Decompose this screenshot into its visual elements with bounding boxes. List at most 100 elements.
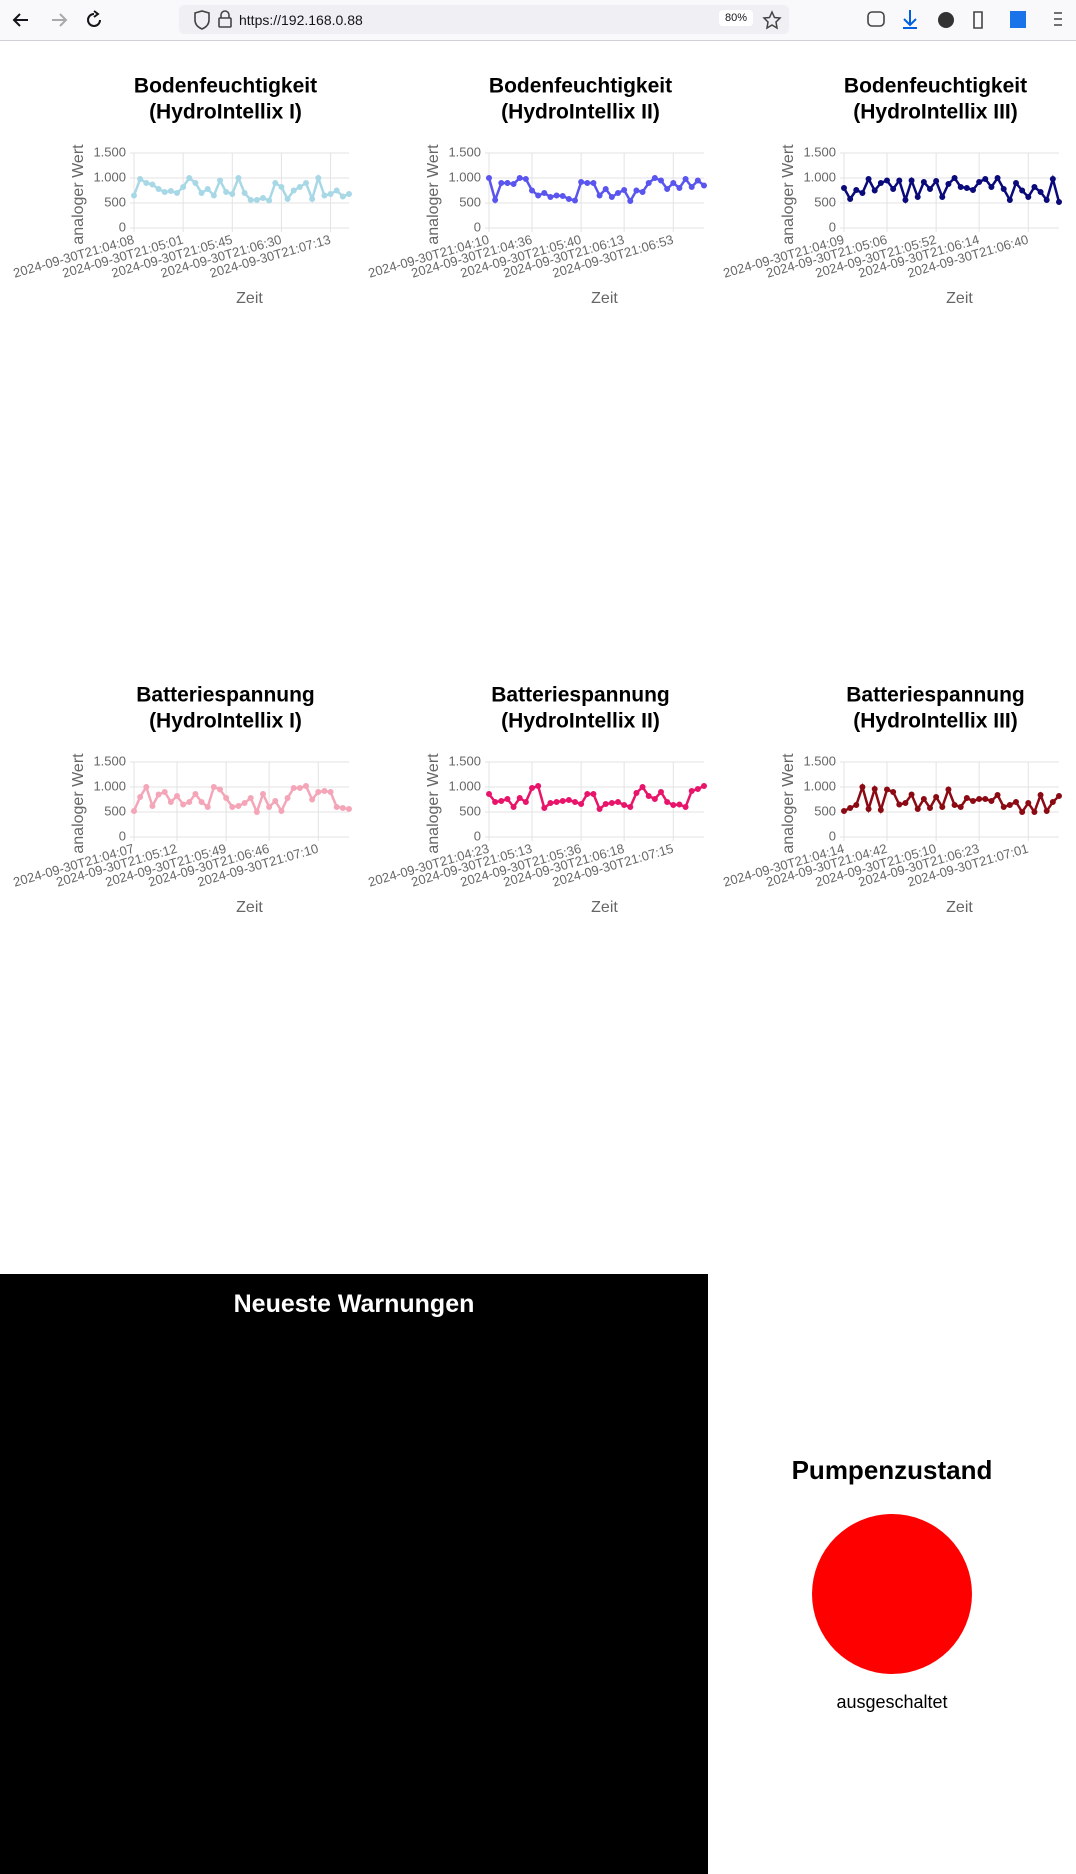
data-point <box>180 801 187 808</box>
data-point <box>841 808 847 814</box>
y-tick-label: 1.000 <box>448 169 481 184</box>
chart-title: Bodenfeuchtigkeit <box>489 75 672 98</box>
data-point <box>688 184 695 190</box>
data-point <box>1043 197 1050 203</box>
data-point <box>651 175 658 181</box>
data-point <box>645 793 652 799</box>
data-point <box>559 193 566 199</box>
y-tick-label: 1.000 <box>448 778 481 793</box>
menu-button[interactable] <box>1054 12 1062 26</box>
data-point <box>535 192 542 199</box>
data-point <box>174 793 180 799</box>
extensions-button[interactable] <box>973 11 983 29</box>
data-point <box>914 194 921 200</box>
reload-button[interactable] <box>87 10 101 27</box>
data-point <box>155 186 162 192</box>
data-point <box>951 175 958 181</box>
y-tick-label: 1.500 <box>803 753 836 768</box>
data-point <box>161 789 168 795</box>
data-point <box>627 804 634 810</box>
data-point <box>315 175 322 181</box>
data-point <box>957 184 964 190</box>
data-point <box>149 181 156 188</box>
data-point <box>290 785 297 791</box>
data-point <box>572 799 578 805</box>
y-axis-label: analoger Wert <box>780 753 797 854</box>
data-point <box>1006 802 1013 808</box>
data-point <box>247 795 254 801</box>
data-point <box>933 178 940 184</box>
data-point <box>223 795 230 801</box>
data-point <box>296 184 303 190</box>
data-point <box>1006 197 1013 203</box>
data-point <box>884 786 890 793</box>
back-button[interactable] <box>12 13 28 27</box>
data-point <box>167 799 174 805</box>
data-point <box>131 192 137 199</box>
data-point <box>902 800 909 806</box>
data-point <box>988 798 995 804</box>
data-point <box>633 187 640 194</box>
pump-title: Pumpenzustand <box>791 1455 993 1485</box>
browser-toolbar: https://192.168.0.88 80% <box>0 0 1076 41</box>
data-point <box>688 788 695 794</box>
data-point <box>902 197 909 203</box>
data-point <box>701 182 707 189</box>
url-bar[interactable]: https://192.168.0.88 80% <box>179 5 789 34</box>
x-axis-label: Zeit <box>946 290 973 307</box>
data-point <box>871 187 878 194</box>
nav-icons <box>12 10 101 27</box>
data-point <box>957 804 964 810</box>
data-point <box>853 802 860 808</box>
downloads-button[interactable] <box>903 10 917 29</box>
data-point <box>333 187 340 194</box>
data-point <box>266 197 273 204</box>
data-point <box>877 807 884 813</box>
y-axis-label: analoger Wert <box>425 753 442 854</box>
extension-button[interactable] <box>938 12 954 28</box>
data-point <box>694 177 701 184</box>
pocket-button[interactable] <box>867 11 885 27</box>
data-point <box>327 191 334 197</box>
data-point <box>535 783 542 789</box>
data-point <box>217 177 223 184</box>
data-point <box>945 786 952 793</box>
data-point <box>1000 804 1007 810</box>
data-point <box>1013 180 1019 186</box>
data-point <box>260 791 266 797</box>
data-point <box>1025 194 1032 200</box>
data-point <box>296 785 303 791</box>
chart-title: (HydroIntellix II) <box>501 710 660 733</box>
chart-title: (HydroIntellix III) <box>853 710 1018 733</box>
data-point <box>504 180 511 186</box>
data-point <box>339 805 346 811</box>
data-point <box>908 791 915 798</box>
chart-title: Bodenfeuchtigkeit <box>134 75 317 98</box>
calendar-button[interactable] <box>1010 11 1026 28</box>
data-point <box>951 802 958 808</box>
chart-title: (HydroIntellix I) <box>149 101 302 124</box>
data-point <box>346 806 352 812</box>
data-point <box>994 792 1001 798</box>
data-point <box>590 180 597 186</box>
y-tick-label: 500 <box>459 194 481 209</box>
y-tick-label: 0 <box>474 219 481 234</box>
data-point <box>963 795 970 801</box>
data-point <box>486 175 492 181</box>
data-point <box>841 185 847 191</box>
data-point <box>596 806 603 812</box>
y-tick-label: 0 <box>829 828 836 843</box>
data-point <box>963 185 970 191</box>
forward-button[interactable] <box>52 13 68 27</box>
data-point <box>321 788 328 794</box>
data-point <box>260 195 266 201</box>
data-point <box>621 187 628 193</box>
data-point <box>682 804 689 810</box>
security-icons <box>194 10 232 30</box>
y-tick-label: 0 <box>119 828 126 843</box>
data-point <box>559 798 566 804</box>
data-point <box>584 180 591 186</box>
zoom-badge[interactable]: 80% <box>719 10 754 26</box>
bookmark-star[interactable] <box>762 10 782 30</box>
data-point <box>1037 792 1044 798</box>
